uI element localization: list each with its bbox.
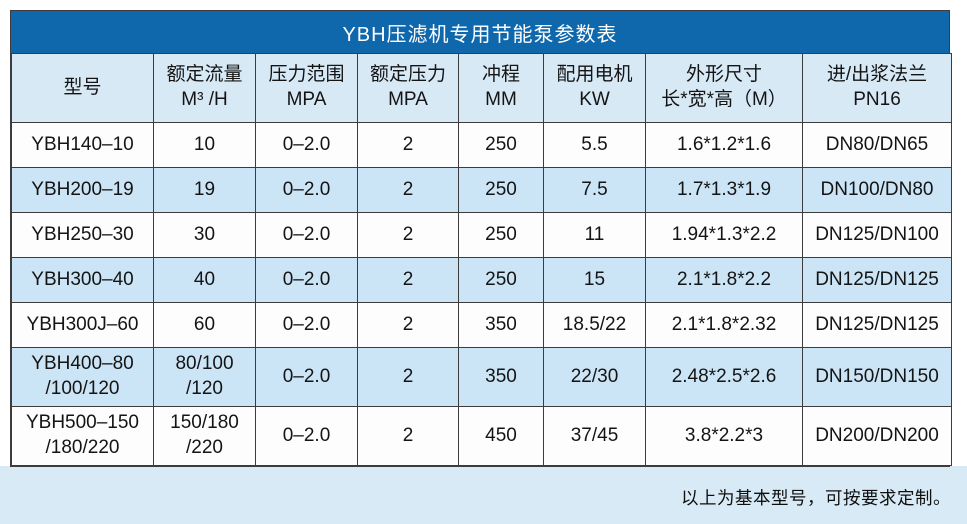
table-cell: 2: [357, 122, 459, 168]
table-row: YBH300J–60 60 0–2.0 2 350 18.5/22 2.1*1.…: [11, 302, 952, 348]
column-header-pressure-range: 压力范围 MPA: [255, 53, 358, 123]
table-cell: 0–2.0: [255, 167, 358, 213]
table-cell: 40: [153, 257, 256, 303]
table-cell: DN125/DN125: [802, 257, 952, 303]
table-cell: 350: [458, 347, 544, 407]
table-cell: DN200/DN200: [802, 406, 952, 466]
table-cell: 1.6*1.2*1.6: [645, 122, 803, 168]
column-header-rated-pressure: 额定压力 MPA: [357, 53, 459, 123]
table-cell: 250: [458, 167, 544, 213]
column-header-model: 型号: [11, 53, 154, 123]
column-header-flange: 进/出浆法兰 PN16: [802, 53, 952, 123]
table-cell: YBH200–19: [11, 167, 154, 213]
table-cell: YBH300–40: [11, 257, 154, 303]
table-cell: 60: [153, 302, 256, 348]
table-row: YBH250–30 30 0–2.0 2 250 11 1.94*1.3*2.2…: [11, 212, 952, 258]
table-cell: 450: [458, 406, 544, 466]
table-cell: 10: [153, 122, 256, 168]
table-cell: 37/45: [543, 406, 646, 466]
table-row: YBH140–10 10 0–2.0 2 250 5.5 1.6*1.2*1.6…: [11, 122, 952, 168]
table-cell: 2: [357, 212, 459, 258]
table-cell: YBH400–80 /100/120: [11, 347, 154, 407]
table-row: YBH400–80 /100/120 80/100 /120 0–2.0 2 3…: [11, 347, 952, 407]
table-cell: 250: [458, 122, 544, 168]
column-header-rated-flow: 额定流量 M³ /H: [153, 53, 256, 123]
params-table: 型号 额定流量 M³ /H 压力范围 MPA 额定压力 MPA 冲程 MM 配用…: [11, 53, 952, 466]
parameter-table: YBH压滤机专用节能泵参数表 型号 额定流量 M³ /H 压力范围 MPA 额定…: [10, 10, 952, 467]
table-cell: 5.5: [543, 122, 646, 168]
table-cell: 0–2.0: [255, 302, 358, 348]
footer-band: 以上为基本型号，可按要求定制。: [0, 466, 967, 524]
table-cell: 80/100 /120: [153, 347, 256, 407]
column-header-dimensions: 外形尺寸 长*宽*高（M）: [645, 53, 803, 123]
column-header-stroke: 冲程 MM: [458, 53, 544, 123]
table-cell: 0–2.0: [255, 257, 358, 303]
table-cell: 18.5/22: [543, 302, 646, 348]
column-header-motor: 配用电机 KW: [543, 53, 646, 123]
table-cell: DN125/DN125: [802, 302, 952, 348]
table-cell: DN80/DN65: [802, 122, 952, 168]
table-cell: 22/30: [543, 347, 646, 407]
table-cell: 0–2.0: [255, 212, 358, 258]
table-cell: 2: [357, 167, 459, 213]
table-cell: YBH300J–60: [11, 302, 154, 348]
table-cell: 0–2.0: [255, 122, 358, 168]
table-cell: 19: [153, 167, 256, 213]
table-cell: 0–2.0: [255, 406, 358, 466]
table-cell: 250: [458, 257, 544, 303]
header-row: 型号 额定流量 M³ /H 压力范围 MPA 额定压力 MPA 冲程 MM 配用…: [11, 53, 952, 123]
footer-note: 以上为基本型号，可按要求定制。: [681, 488, 951, 508]
table-cell: 2: [357, 347, 459, 407]
table-cell: DN150/DN150: [802, 347, 952, 407]
table-cell: 2: [357, 406, 459, 466]
table-cell: 30: [153, 212, 256, 258]
table-cell: 1.94*1.3*2.2: [645, 212, 803, 258]
table-cell: 250: [458, 212, 544, 258]
table-cell: 350: [458, 302, 544, 348]
table-cell: 1.7*1.3*1.9: [645, 167, 803, 213]
table-cell: 11: [543, 212, 646, 258]
table-title: YBH压滤机专用节能泵参数表: [11, 11, 949, 53]
table-cell: YBH250–30: [11, 212, 154, 258]
table-cell: 150/180 /220: [153, 406, 256, 466]
table-cell: 0–2.0: [255, 347, 358, 407]
table-row: YBH200–19 19 0–2.0 2 250 7.5 1.7*1.3*1.9…: [11, 167, 952, 213]
table-cell: YBH500–150 /180/220: [11, 406, 154, 466]
table-cell: 15: [543, 257, 646, 303]
table-row: YBH500–150 /180/220 150/180 /220 0–2.0 2…: [11, 406, 952, 466]
table-cell: 3.8*2.2*3: [645, 406, 803, 466]
table-cell: YBH140–10: [11, 122, 154, 168]
table-cell: DN100/DN80: [802, 167, 952, 213]
table-cell: 7.5: [543, 167, 646, 213]
table-cell: 2.1*1.8*2.2: [645, 257, 803, 303]
table-row: YBH300–40 40 0–2.0 2 250 15 2.1*1.8*2.2 …: [11, 257, 952, 303]
table-cell: 2: [357, 257, 459, 303]
table-cell: 2: [357, 302, 459, 348]
table-cell: DN125/DN100: [802, 212, 952, 258]
table-cell: 2.48*2.5*2.6: [645, 347, 803, 407]
table-cell: 2.1*1.8*2.32: [645, 302, 803, 348]
